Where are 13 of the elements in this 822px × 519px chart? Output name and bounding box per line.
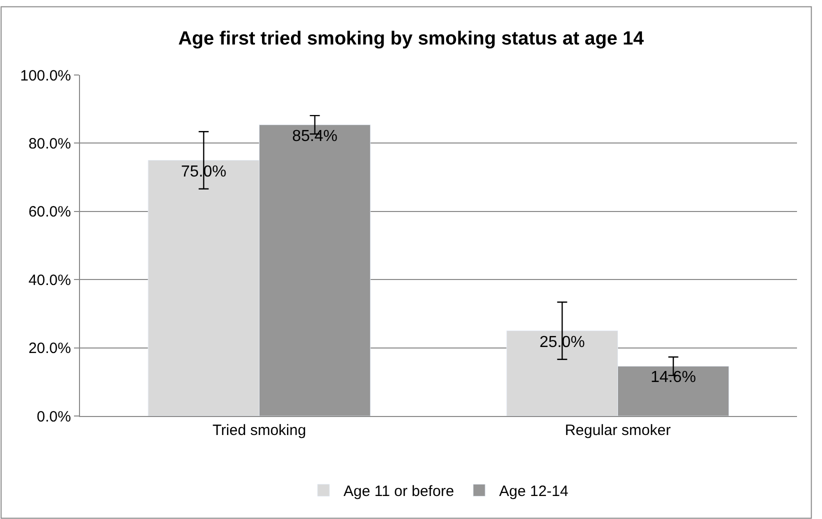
legend-label: Age 11 or before bbox=[344, 483, 454, 500]
y-tick-label: 20.0% bbox=[28, 340, 71, 358]
y-tick-label: 0.0% bbox=[36, 408, 71, 426]
y-tick-label: 60.0% bbox=[28, 204, 71, 221]
data-label: 85.4% bbox=[292, 128, 338, 145]
x-tick-label: Regular smoker bbox=[564, 422, 671, 439]
legend-label: Age 12-14 bbox=[499, 483, 568, 500]
x-tick-label: Tried smoking bbox=[212, 422, 306, 439]
y-tick-label: 80.0% bbox=[28, 135, 71, 152]
y-tick-label: 100.0% bbox=[20, 67, 71, 84]
data-label: 14.6% bbox=[650, 369, 696, 386]
chart-title: Age first tried smoking by smoking status at age 14 bbox=[178, 28, 644, 50]
y-tick-label: 40.0% bbox=[28, 272, 71, 289]
